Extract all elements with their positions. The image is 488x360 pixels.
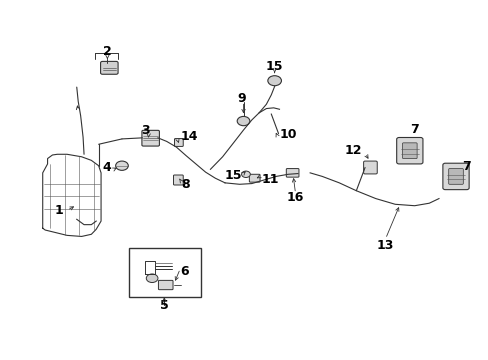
Text: 1: 1 bbox=[55, 204, 63, 217]
Text: 11: 11 bbox=[261, 173, 279, 186]
Text: 14: 14 bbox=[180, 130, 198, 143]
Circle shape bbox=[146, 274, 158, 283]
Text: 15: 15 bbox=[265, 60, 283, 73]
Text: 7: 7 bbox=[409, 123, 418, 136]
Text: 6: 6 bbox=[180, 265, 188, 278]
Text: 8: 8 bbox=[181, 178, 189, 191]
FancyBboxPatch shape bbox=[173, 175, 183, 185]
Text: 3: 3 bbox=[141, 124, 149, 137]
Text: 10: 10 bbox=[279, 128, 296, 141]
FancyBboxPatch shape bbox=[158, 280, 173, 290]
FancyBboxPatch shape bbox=[249, 174, 260, 182]
Circle shape bbox=[241, 171, 250, 177]
Text: 13: 13 bbox=[376, 239, 393, 252]
Circle shape bbox=[116, 161, 128, 170]
Text: 4: 4 bbox=[102, 161, 111, 174]
FancyBboxPatch shape bbox=[142, 130, 159, 146]
Text: 7: 7 bbox=[461, 160, 470, 173]
FancyBboxPatch shape bbox=[101, 62, 118, 74]
Circle shape bbox=[267, 76, 281, 86]
FancyBboxPatch shape bbox=[448, 168, 462, 184]
Text: 9: 9 bbox=[237, 92, 246, 105]
Text: 5: 5 bbox=[160, 299, 168, 312]
FancyBboxPatch shape bbox=[442, 163, 468, 190]
Bar bbox=[128, 248, 201, 297]
FancyBboxPatch shape bbox=[396, 138, 422, 164]
FancyBboxPatch shape bbox=[363, 161, 376, 174]
Text: 16: 16 bbox=[286, 191, 304, 204]
FancyBboxPatch shape bbox=[286, 168, 298, 177]
Text: 15: 15 bbox=[224, 169, 242, 182]
Text: 2: 2 bbox=[103, 45, 112, 58]
Circle shape bbox=[237, 116, 249, 126]
FancyBboxPatch shape bbox=[174, 139, 183, 147]
FancyBboxPatch shape bbox=[402, 143, 416, 158]
Text: 12: 12 bbox=[344, 144, 362, 157]
